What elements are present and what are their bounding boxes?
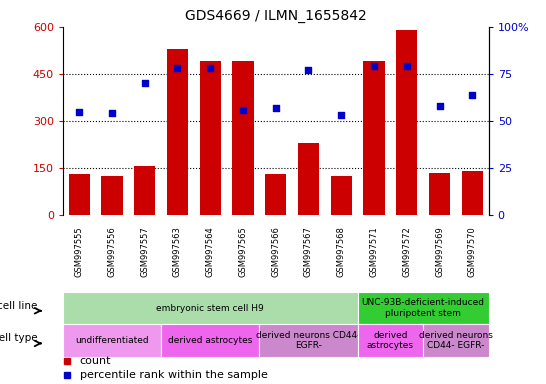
- Bar: [331, 176, 352, 215]
- Point: [140, 80, 149, 86]
- Bar: [167, 49, 188, 215]
- Text: undifferentiated: undifferentiated: [75, 336, 149, 345]
- Text: GSM997566: GSM997566: [271, 226, 280, 277]
- Point: [206, 65, 215, 71]
- Point: [435, 103, 444, 109]
- Text: derived neurons CD44-
EGFR-: derived neurons CD44- EGFR-: [256, 331, 361, 351]
- Text: GSM997572: GSM997572: [402, 226, 411, 277]
- Bar: [396, 30, 418, 215]
- Bar: [364, 61, 385, 215]
- Text: cell type: cell type: [0, 333, 37, 343]
- Text: GSM997567: GSM997567: [304, 226, 313, 277]
- Point: [370, 63, 378, 70]
- Point: [75, 109, 84, 115]
- Bar: [102, 176, 122, 215]
- Bar: [462, 171, 483, 215]
- Point: [271, 105, 280, 111]
- Text: GSM997570: GSM997570: [468, 226, 477, 277]
- Text: derived astrocytes: derived astrocytes: [168, 336, 252, 345]
- Text: GSM997557: GSM997557: [140, 226, 149, 277]
- Title: GDS4669 / ILMN_1655842: GDS4669 / ILMN_1655842: [185, 9, 366, 23]
- Bar: [429, 173, 450, 215]
- Point: [337, 112, 346, 118]
- Bar: [265, 174, 286, 215]
- Bar: [69, 174, 90, 215]
- Text: GSM997555: GSM997555: [75, 226, 84, 277]
- Point: [304, 67, 313, 73]
- Point: [239, 107, 247, 113]
- Text: derived neurons
CD44- EGFR-: derived neurons CD44- EGFR-: [419, 331, 493, 351]
- Text: cell line: cell line: [0, 301, 37, 311]
- Text: GSM997568: GSM997568: [337, 226, 346, 277]
- Text: UNC-93B-deficient-induced
pluripotent stem: UNC-93B-deficient-induced pluripotent st…: [361, 298, 485, 318]
- Text: GSM997556: GSM997556: [108, 226, 116, 277]
- Bar: [134, 166, 156, 215]
- Point: [108, 110, 116, 116]
- Text: GSM997564: GSM997564: [206, 226, 215, 277]
- Text: percentile rank within the sample: percentile rank within the sample: [80, 370, 268, 380]
- Point: [402, 63, 411, 70]
- Point: [173, 65, 182, 71]
- Text: GSM997571: GSM997571: [370, 226, 378, 277]
- Point: [468, 91, 477, 98]
- Bar: [298, 143, 319, 215]
- Bar: [200, 61, 221, 215]
- Text: embryonic stem cell H9: embryonic stem cell H9: [156, 304, 264, 313]
- Text: count: count: [80, 356, 111, 366]
- Text: derived
astrocytes: derived astrocytes: [367, 331, 414, 351]
- Text: GSM997565: GSM997565: [239, 226, 247, 277]
- Text: GSM997569: GSM997569: [435, 226, 444, 277]
- Bar: [232, 61, 253, 215]
- Text: GSM997563: GSM997563: [173, 226, 182, 277]
